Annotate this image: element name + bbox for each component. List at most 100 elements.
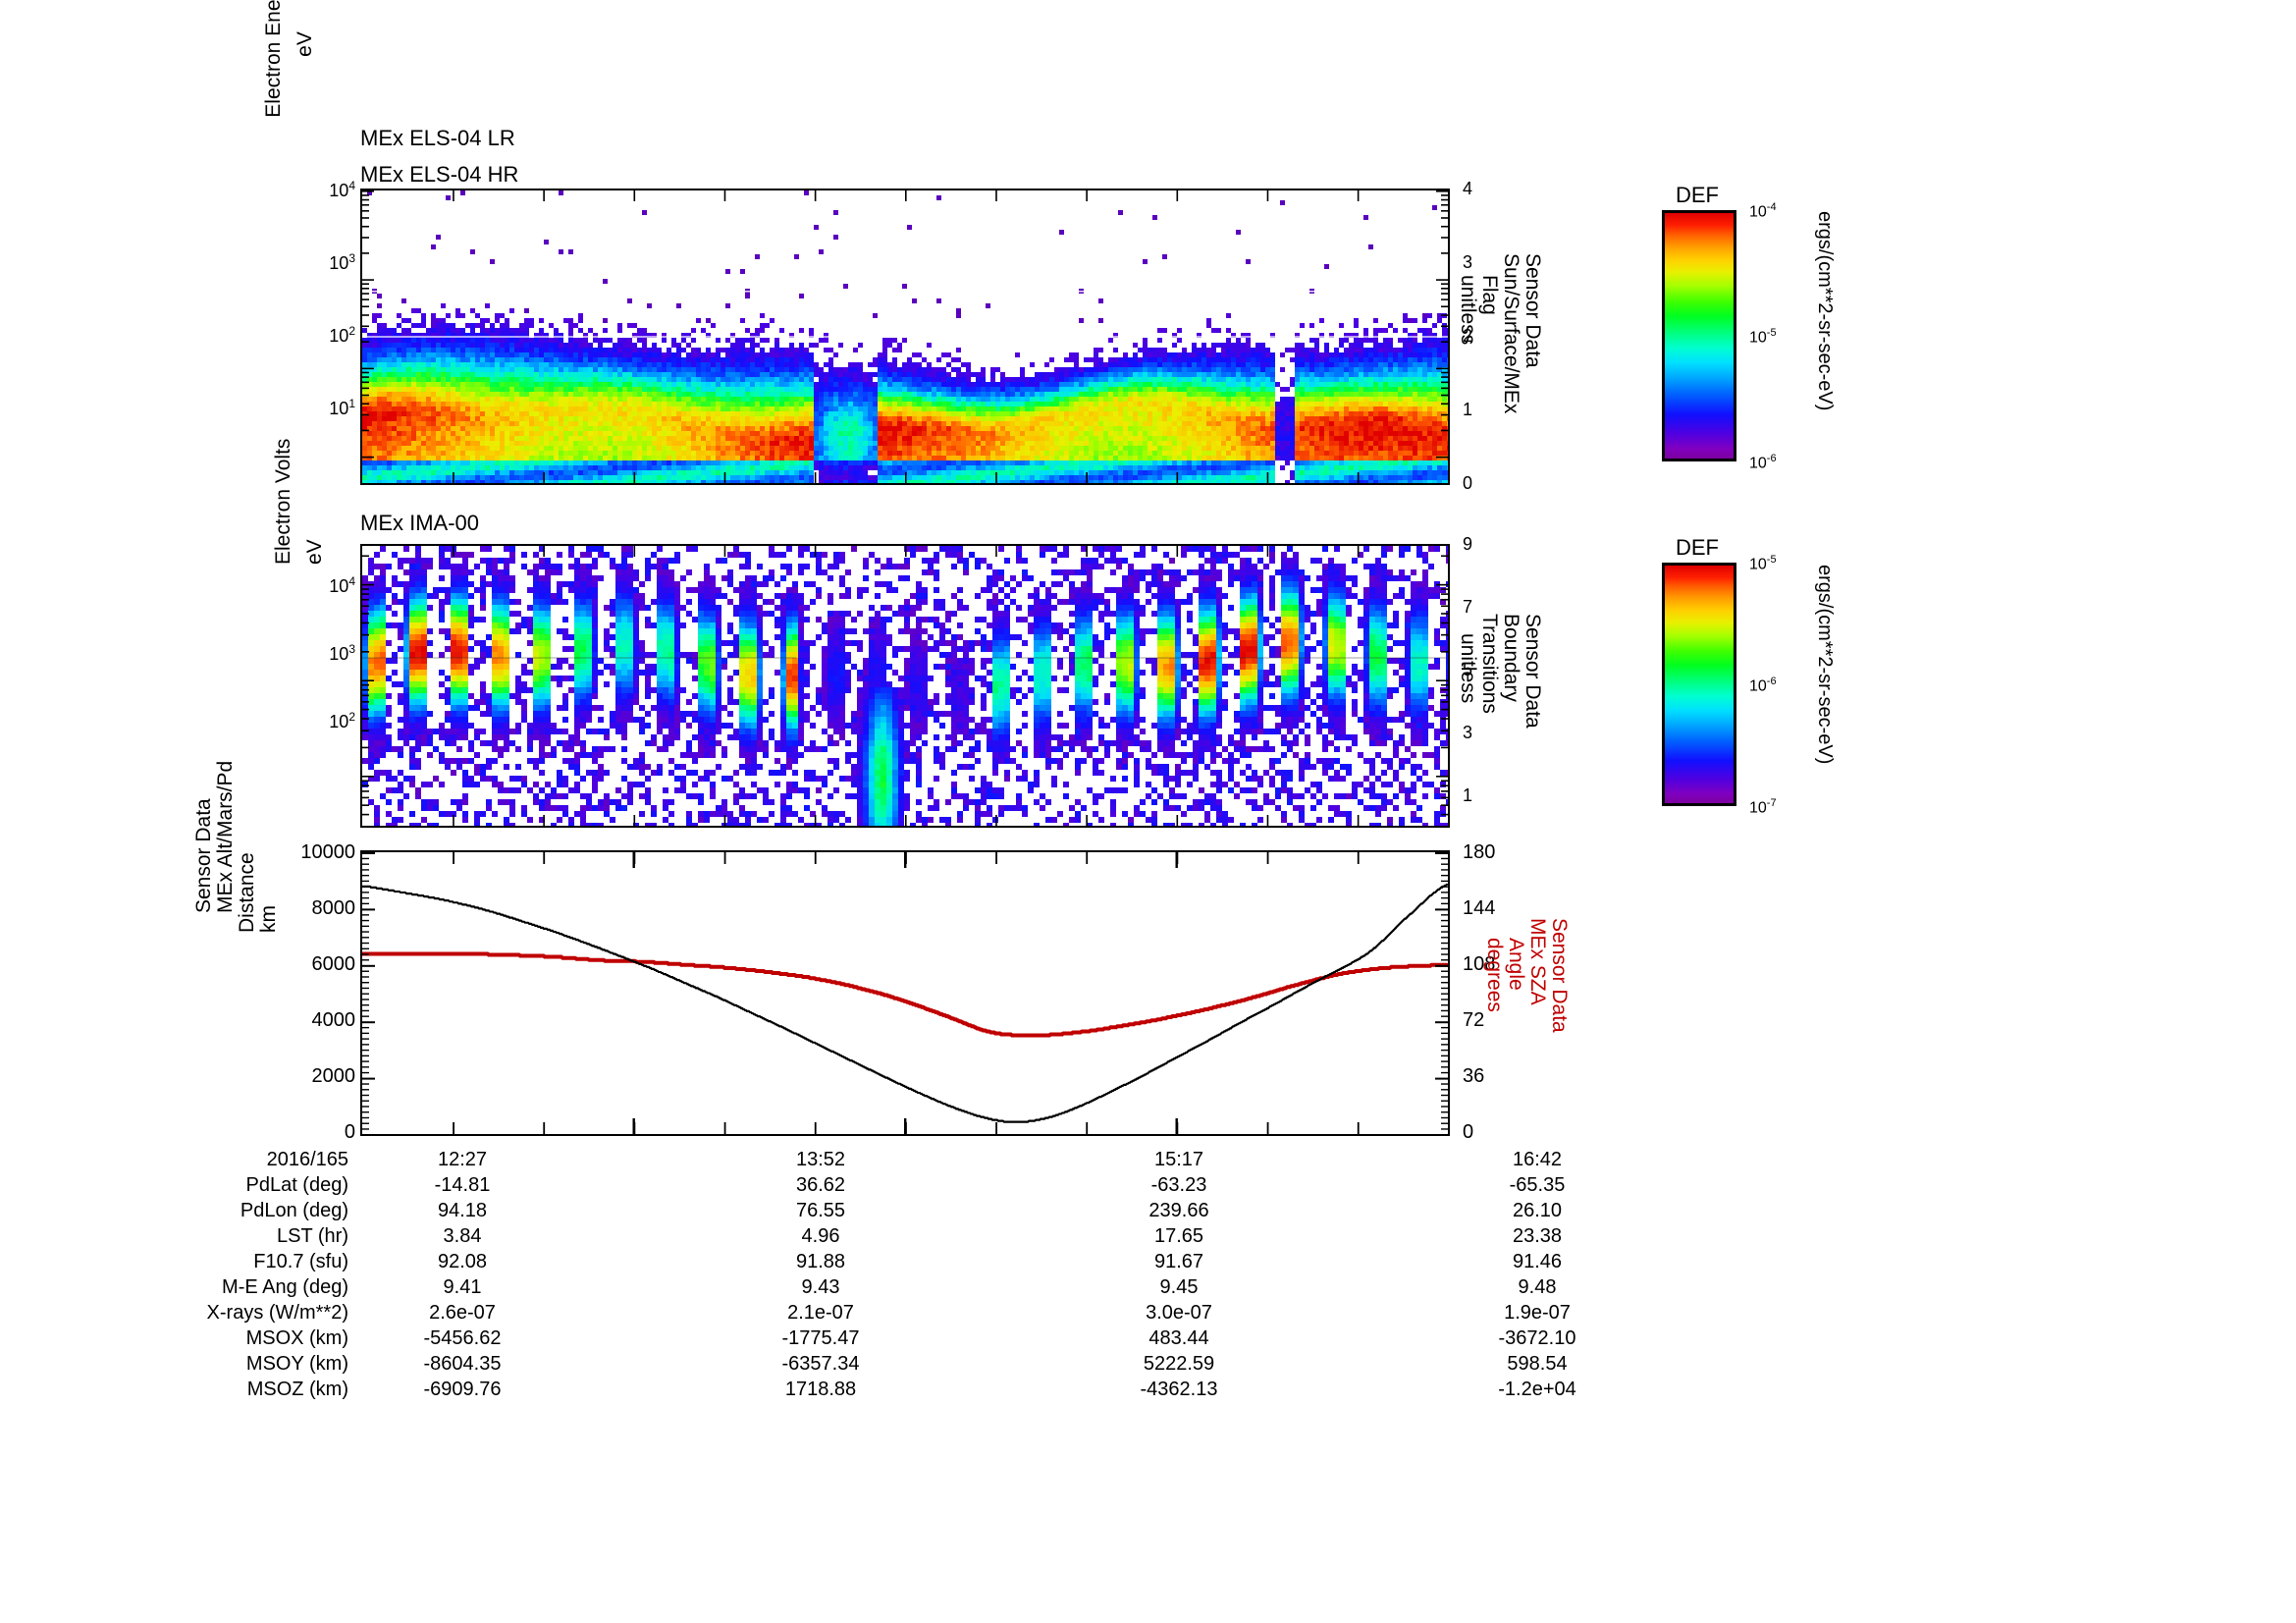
table-cell: -63.23	[1150, 1173, 1207, 1196]
table-cell: 36.62	[795, 1173, 846, 1196]
table-spacer	[1277, 1223, 1439, 1249]
table-cell: 5222.59	[1143, 1352, 1215, 1375]
table-cell: -6909.76	[423, 1378, 502, 1400]
table-row: M-E Ang (deg) 9.41 9.43 9.45 9.48	[177, 1274, 1635, 1300]
table-cell: 9.43	[801, 1275, 840, 1298]
table-spacer	[561, 1351, 722, 1377]
table-row: MSOZ (km) -6909.76 1718.88 -4362.13 -1.2e+04	[177, 1377, 1635, 1402]
colorbar-els-label: DEF	[1676, 183, 1719, 207]
table-spacer	[1277, 1325, 1439, 1351]
els-ytick-1e2: 102	[329, 324, 355, 346]
table-cell: -14.81	[434, 1173, 491, 1196]
table-spacer	[1277, 1300, 1439, 1325]
orbit-rtick-144: 144	[1463, 897, 1496, 919]
table-cell: 91.88	[795, 1250, 846, 1272]
time-tick-2: 15:17	[1153, 1148, 1204, 1170]
row-label: LST (hr)	[277, 1224, 348, 1247]
table-cell: 91.67	[1153, 1250, 1204, 1272]
table-spacer	[561, 1325, 722, 1351]
orbit-ytick-6000: 6000	[311, 953, 356, 975]
table-spacer	[1277, 1198, 1439, 1223]
row-label: MSOX (km)	[245, 1326, 348, 1349]
table-cell: -4362.13	[1140, 1378, 1218, 1400]
table-row-time: 2016/165 12:27 13:52 15:17 16:42	[177, 1147, 1635, 1172]
ima-ytick-1e4: 104	[329, 574, 355, 596]
table-cell: -1775.47	[781, 1326, 860, 1349]
row-label: M-E Ang (deg)	[222, 1275, 348, 1298]
orbit-plot-area	[360, 850, 1450, 1136]
table-spacer	[561, 1274, 722, 1300]
table-spacer	[919, 1351, 1081, 1377]
table-row: X-rays (W/m**2) 2.6e-07 2.1e-07 3.0e-07 1.9e…	[177, 1300, 1635, 1325]
table-row: PdLon (deg) 94.18 76.55 239.66 26.10	[177, 1198, 1635, 1223]
table-cell: -65.35	[1509, 1173, 1566, 1196]
time-tick-0: 12:27	[437, 1148, 488, 1170]
els-rtick-4: 4	[1463, 179, 1473, 198]
panel-els-title-hr: MEx ELS-04 HR	[360, 162, 519, 187]
ima-plot-area	[360, 544, 1450, 828]
table-cell: 76.55	[795, 1199, 846, 1221]
table-cell: -8604.35	[423, 1352, 502, 1375]
table-spacer	[561, 1172, 722, 1198]
table-cell: 239.66	[1148, 1199, 1209, 1221]
table-spacer	[1277, 1274, 1439, 1300]
table-cell: 1718.88	[784, 1378, 857, 1400]
colorbar-ima-tick-mid: 10-6	[1749, 676, 1777, 695]
table-spacer	[919, 1223, 1081, 1249]
row-label-date: 2016/165	[266, 1148, 348, 1170]
orbit-ytick-10000: 10000	[300, 841, 355, 863]
table-row: MSOY (km) -8604.35 -6357.34 5222.59 598.54	[177, 1351, 1635, 1377]
els-plot-area	[360, 189, 1450, 485]
els-ytick-1e1: 101	[329, 397, 355, 418]
els-rtick-3: 3	[1463, 252, 1473, 272]
row-label: X-rays (W/m**2)	[206, 1301, 348, 1324]
table-cell: 23.38	[1512, 1224, 1563, 1247]
table-spacer	[919, 1172, 1081, 1198]
colorbar-els-tick-top: 10-4	[1749, 201, 1777, 221]
orbit-ytick-4000: 4000	[311, 1009, 356, 1031]
table-cell: 598.54	[1507, 1352, 1568, 1375]
table-spacer	[561, 1198, 722, 1223]
table-cell: 3.0e-07	[1146, 1301, 1212, 1324]
table-cell: 483.44	[1148, 1326, 1209, 1349]
table-cell: 3.84	[443, 1224, 482, 1247]
els-left-title-0: Electron Energy	[262, 0, 285, 118]
table-spacer	[919, 1377, 1081, 1402]
table-spacer	[919, 1198, 1081, 1223]
orbit-ytick-2000: 2000	[311, 1065, 356, 1087]
table-cell: 26.10	[1512, 1199, 1563, 1221]
ephemeris-table-inner: 2016/165 12:27 13:52 15:17 16:42 PdLat (…	[177, 1147, 1635, 1402]
table-cell: 94.18	[437, 1199, 488, 1221]
table-cell: 92.08	[437, 1250, 488, 1272]
table-cell: 9.48	[1518, 1275, 1557, 1298]
els-rtick-2: 2	[1463, 326, 1473, 346]
colorbar-ima-tick-top: 10-5	[1749, 554, 1777, 573]
table-cell: 2.1e-07	[787, 1301, 854, 1324]
table-cell: -3672.10	[1498, 1326, 1576, 1349]
table-cell: -5456.62	[423, 1326, 502, 1349]
table-cell: 91.46	[1512, 1250, 1563, 1272]
colorbar-ima-label: DEF	[1676, 535, 1719, 560]
table-spacer	[919, 1325, 1081, 1351]
table-row: PdLat (deg) -14.81 36.62 -63.23 -65.35	[177, 1172, 1635, 1198]
table-spacer	[919, 1274, 1081, 1300]
table-spacer	[1277, 1351, 1439, 1377]
orbit-rtick-72: 72	[1463, 1009, 1485, 1031]
orbit-rtick-0: 0	[1463, 1121, 1474, 1143]
table-row: MSOX (km) -5456.62 -1775.47 483.44 -3672.10	[177, 1325, 1635, 1351]
ima-rtick-5: 5	[1463, 660, 1473, 679]
table-cell: 1.9e-07	[1504, 1301, 1571, 1324]
table-cell: 2.6e-07	[429, 1301, 496, 1324]
row-label: PdLat (deg)	[245, 1173, 348, 1196]
panel-els-title-lr: MEx ELS-04 LR	[360, 126, 515, 150]
ima-ytick-1e3: 103	[329, 642, 355, 664]
table-spacer	[561, 1249, 722, 1274]
table-spacer	[1277, 1172, 1439, 1198]
orbit-ytick-8000: 8000	[311, 897, 356, 919]
table-spacer	[561, 1377, 722, 1402]
table-cell: -6357.34	[781, 1352, 860, 1375]
row-label: MSOZ (km)	[246, 1378, 348, 1400]
colorbar-els-tick-bot: 10-6	[1749, 453, 1777, 472]
orbit-ytick-0: 0	[344, 1121, 355, 1143]
table-cell: 4.96	[801, 1224, 840, 1247]
